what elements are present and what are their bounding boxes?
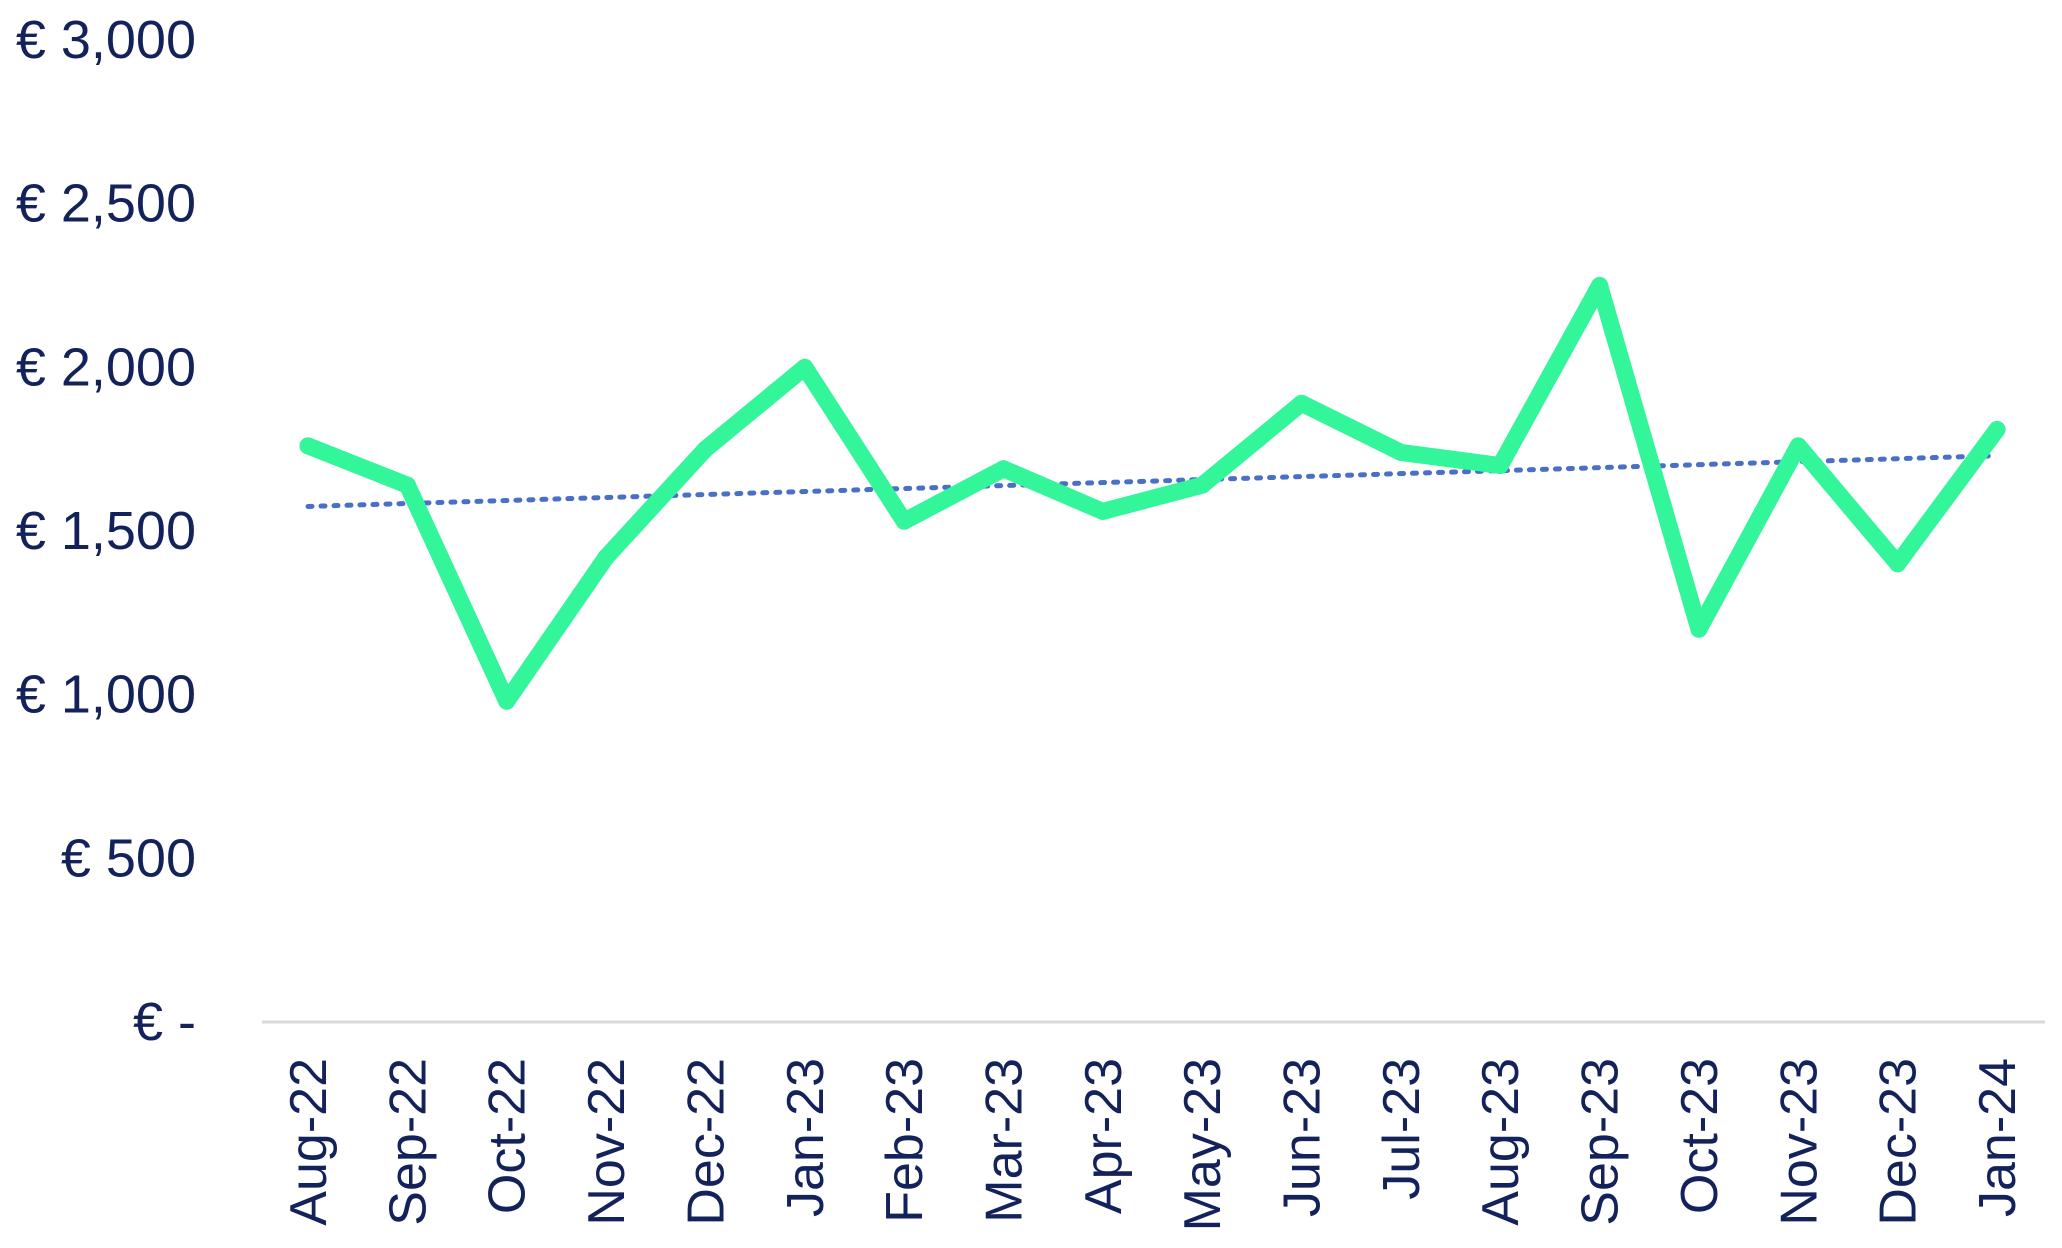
data-point	[1690, 620, 1708, 638]
x-tick-label: Aug-22	[280, 1058, 338, 1226]
data-point	[498, 692, 516, 710]
x-tick-label: Feb-23	[876, 1058, 934, 1223]
data-point	[299, 437, 317, 455]
data-point	[1392, 443, 1410, 461]
series-group	[299, 277, 2006, 710]
x-tick-label: Oct-22	[479, 1058, 537, 1214]
x-tick-label: Dec-23	[1870, 1058, 1928, 1226]
trendline-group	[305, 453, 2000, 509]
data-point	[1293, 394, 1311, 412]
y-tick-label: € 3,000	[16, 10, 196, 70]
x-tick-label: Oct-23	[1671, 1058, 1729, 1214]
data-point	[398, 476, 416, 494]
series-line	[299, 277, 2006, 710]
x-tick-label: Mar-23	[975, 1058, 1033, 1223]
y-tick-label: € 2,000	[16, 337, 196, 397]
data-point	[597, 548, 615, 566]
data-point	[1491, 457, 1509, 475]
x-tick-label: Jul-23	[1373, 1058, 1431, 1200]
y-tick-label: € -	[133, 992, 196, 1052]
x-tick-label: Sep-23	[1572, 1058, 1630, 1226]
y-tick-label: € 500	[61, 828, 196, 888]
y-tick-label: € 1,500	[16, 501, 196, 561]
x-tick-label: Dec-22	[677, 1058, 735, 1226]
data-point	[1988, 421, 2006, 439]
x-tick-label: Sep-22	[379, 1058, 437, 1226]
data-point	[1591, 277, 1609, 294]
trendline	[305, 453, 2000, 509]
x-tick-label: Jun-23	[1274, 1058, 1332, 1217]
data-point	[696, 440, 714, 458]
x-tick-label: Jan-23	[777, 1058, 835, 1217]
x-tick-label: Jan-24	[1969, 1058, 2027, 1217]
data-point	[796, 358, 814, 376]
data-point	[994, 460, 1012, 478]
y-tick-label: € 2,500	[16, 174, 196, 234]
x-tick-label: Nov-23	[1770, 1058, 1828, 1226]
x-tick-label: Nov-22	[578, 1058, 636, 1226]
x-tick-label: May-23	[1174, 1058, 1232, 1231]
data-point	[895, 512, 913, 530]
data-point	[1193, 476, 1211, 494]
data-point	[1789, 437, 1807, 455]
data-point	[1094, 502, 1112, 520]
x-tick-label: Apr-23	[1075, 1058, 1133, 1214]
x-axis-tick-labels: Aug-22 Sep-22 Oct-22 Nov-22 Dec-22 Jan-23 Feb-…	[280, 1058, 2027, 1231]
y-axis-tick-labels: € - € 500 € 1,000 € 1,500 € 2,000 € 2,500 € 3,…	[16, 10, 196, 1052]
x-tick-label: Aug-23	[1472, 1058, 1530, 1226]
y-tick-label: € 1,000	[16, 665, 196, 725]
data-point	[1889, 555, 1907, 573]
